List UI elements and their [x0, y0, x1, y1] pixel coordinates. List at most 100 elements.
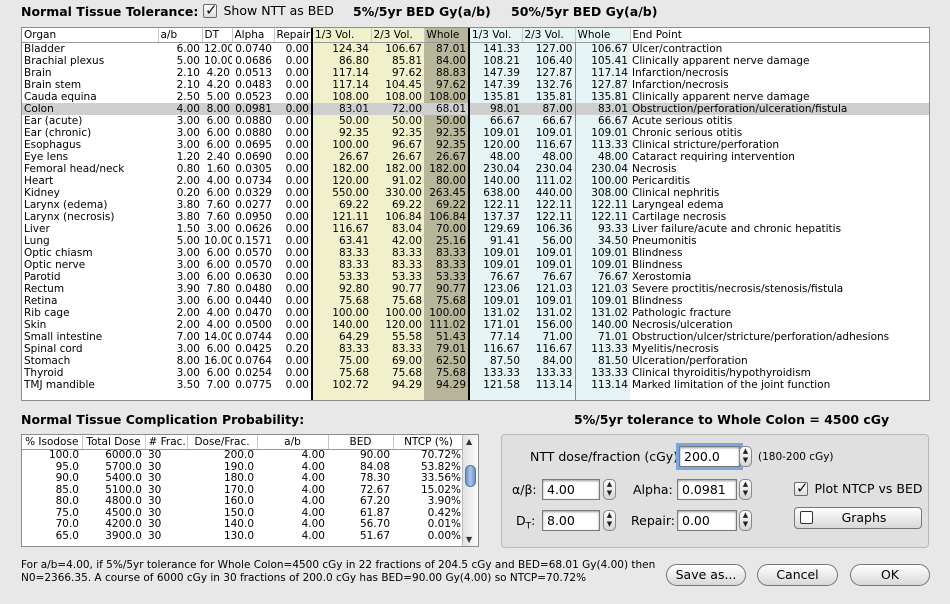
ntcp-column-header[interactable]: # Frac.: [145, 435, 188, 450]
column-header[interactable]: 1/3 Vol.: [311, 28, 372, 43]
column-header[interactable]: 2/3 Vol.: [522, 28, 576, 43]
table-cell: 0.00: [285, 331, 309, 343]
column-header[interactable]: End Point: [630, 28, 929, 43]
ntcp-row[interactable]: 65.0 3900.0 30 130.0 4.00 51.67 0.00%: [22, 531, 464, 543]
table-row[interactable]: Heart 2.00 4.00 0.0734 0.00 120.00 91.02 80.00 1…: [22, 175, 929, 187]
ntcp-scrollbar[interactable]: ▲ ▼: [462, 435, 478, 546]
ntcp-row[interactable]: 70.0 4200.0 30 140.0 4.00 56.70 0.01%: [22, 519, 464, 531]
table-row[interactable]: Lung 5.00 10.00 0.1571 0.00 63.41 42.00 25.16 91…: [22, 235, 929, 247]
ntcp-row[interactable]: 95.0 5700.0 30 190.0 4.00 84.08 53.82%: [22, 462, 464, 474]
table-row[interactable]: Optic chiasm 3.00 6.00 0.0570 0.00 83.33 83.33…: [22, 247, 929, 259]
table-row[interactable]: Femoral head/neck 0.80 1.60 0.0305 0.00 182.0…: [22, 163, 929, 175]
column-header[interactable]: Alpha: [232, 28, 275, 43]
ntcp-column-header[interactable]: NTCP (%): [393, 435, 465, 450]
table-cell: 2.10: [176, 67, 200, 79]
table-row[interactable]: Bladder 6.00 12.00 0.0740 0.00 124.34 106.67 87…: [22, 42, 929, 55]
table-row[interactable]: Spinal cord 3.00 6.00 0.0425 0.20 83.33 83.33 7…: [22, 343, 929, 355]
table-row[interactable]: Small intestine 7.00 14.00 0.0744 0.00 64.29 5…: [22, 331, 929, 343]
table-row[interactable]: Brachial plexus 5.00 10.00 0.0686 0.00 86.80 8…: [22, 55, 929, 67]
ntcp-cell: 100.0: [48, 449, 79, 461]
table-cell: 0.0740: [235, 43, 272, 55]
repair-field[interactable]: 0.00: [677, 510, 737, 531]
scrollbar-thumb[interactable]: [465, 465, 476, 487]
dt-stepper[interactable]: ▲ ▼: [603, 510, 616, 531]
ntt-dose-field[interactable]: 200.0: [676, 443, 743, 470]
table-cell: 14.00: [204, 331, 232, 343]
ntcp-column-header[interactable]: Total Dose: [82, 435, 146, 450]
table-cell: 51.43: [424, 331, 469, 343]
table-cell: 0.00: [285, 295, 309, 307]
dt-field[interactable]: 8.00: [542, 510, 600, 531]
table-cell: 109.01: [468, 295, 522, 307]
ntcp-column-header[interactable]: % Isodose: [22, 435, 83, 450]
table-row[interactable]: Brain 2.10 4.20 0.0513 0.00 117.14 97.62 88.83 1…: [22, 67, 929, 79]
table-cell: 5.00: [176, 55, 200, 67]
table-row[interactable]: Ear (chronic) 3.00 6.00 0.0880 0.00 92.35 92.3…: [22, 127, 929, 139]
alpha-stepper[interactable]: ▲ ▼: [739, 479, 752, 500]
alpha-field[interactable]: 0.0981: [677, 479, 737, 500]
table-row[interactable]: Stomach 8.00 16.00 0.0764 0.00 75.00 69.00 62.5…: [22, 355, 929, 367]
ntcp-cell: 3.90%: [427, 496, 461, 507]
column-header[interactable]: Repair: [274, 28, 313, 43]
table-cell: 0.00: [285, 235, 309, 247]
column-header[interactable]: 2/3 Vol.: [371, 28, 425, 43]
alpha-beta-stepper[interactable]: ▲ ▼: [603, 479, 616, 500]
table-row[interactable]: Thyroid 3.00 6.00 0.0254 0.00 75.68 75.68 75.68…: [22, 367, 929, 379]
ntt-dose-stepper[interactable]: ▲ ▼: [739, 446, 752, 467]
column-header[interactable]: DT: [202, 28, 233, 43]
table-row[interactable]: TMJ mandible 3.50 7.00 0.0775 0.00 102.72 94.2…: [22, 379, 929, 391]
scroll-up-icon[interactable]: ▲: [466, 437, 473, 446]
alpha-beta-field[interactable]: 4.00: [542, 479, 600, 500]
plot-ntcp-checkbox[interactable]: Plot NTCP vs BED: [794, 479, 923, 497]
table-row[interactable]: Esophagus 3.00 6.00 0.0695 0.00 100.00 96.67 92…: [22, 139, 929, 151]
table-cell: 0.00: [285, 319, 309, 331]
table-row[interactable]: Colon 4.00 8.00 0.0981 0.00 83.01 72.00 68.01 98…: [22, 103, 929, 115]
ntcp-table-container[interactable]: % Isodose Total Dose # Frac. Dose/Frac. a/b B…: [21, 434, 479, 547]
ntt-table-container[interactable]: Organ a/b DT Alpha Repair 1/3 Vol. 2/3 Vol. Who…: [21, 27, 930, 401]
table-cell: 34.50: [574, 235, 630, 247]
table-row[interactable]: Rectum 3.90 7.80 0.0480 0.00 92.80 90.77 90.77 1…: [22, 283, 929, 295]
table-row[interactable]: Parotid 3.00 6.00 0.0630 0.00 53.33 53.33 53.33…: [22, 271, 929, 283]
repair-stepper[interactable]: ▲ ▼: [739, 510, 752, 531]
show-ntt-as-bed-checkbox[interactable]: Show NTT as BED: [203, 1, 334, 19]
table-row[interactable]: Skin 2.00 4.00 0.0500 0.00 140.00 120.00 111.02…: [22, 319, 929, 331]
save-as-button[interactable]: Save as...: [666, 564, 746, 586]
graphs-button[interactable]: Graphs: [794, 507, 922, 529]
table-cell: 109.01: [468, 259, 522, 271]
column-header[interactable]: a/b: [158, 28, 203, 43]
scroll-down-icon[interactable]: ▼: [466, 535, 473, 544]
table-cell: Blindness: [632, 295, 683, 307]
column-header[interactable]: Organ: [22, 28, 159, 43]
table-cell: 7.60: [206, 211, 230, 223]
ntcp-row[interactable]: 85.0 5100.0 30 170.0 4.00 72.67 15.02%: [22, 485, 464, 497]
ntcp-column-header[interactable]: BED: [328, 435, 394, 450]
ntcp-cell: 0.42%: [427, 507, 461, 519]
ntcp-row[interactable]: 80.0 4800.0 30 160.0 4.00 67.20 3.90%: [22, 496, 464, 508]
table-cell: 0.00: [274, 103, 312, 115]
ok-button[interactable]: OK: [850, 564, 930, 586]
ntcp-row[interactable]: 100.0 6000.0 30 200.0 4.00 90.00 70.72%: [22, 450, 464, 462]
ntcp-row[interactable]: 90.0 5400.0 30 180.0 4.00 78.30 33.56%: [22, 473, 464, 485]
column-header[interactable]: Whole: [424, 28, 470, 43]
ntcp-column-header[interactable]: Dose/Frac.: [187, 435, 258, 450]
table-cell: 182.00: [371, 163, 424, 175]
table-row[interactable]: Eye lens 1.20 2.40 0.0690 0.00 26.67 26.67 26.6…: [22, 151, 929, 163]
cancel-button[interactable]: Cancel: [757, 564, 838, 586]
table-row[interactable]: Larynx (necrosis) 3.80 7.60 0.0950 0.00 121.1…: [22, 211, 929, 223]
table-cell: 6.00: [206, 259, 230, 271]
column-header[interactable]: 1/3 Vol.: [468, 28, 523, 43]
table-row[interactable]: Larynx (edema) 3.80 7.60 0.0277 0.00 69.22 69.…: [22, 199, 929, 211]
table-row[interactable]: Kidney 0.20 6.00 0.0329 0.00 550.00 330.00 263.…: [22, 187, 929, 199]
table-row[interactable]: Brain stem 2.10 4.20 0.0483 0.00 117.14 104.45…: [22, 79, 929, 91]
table-row[interactable]: Liver 1.50 3.00 0.0626 0.00 116.67 83.04 70.00 1…: [22, 223, 929, 235]
table-row[interactable]: Optic nerve 3.00 6.00 0.0570 0.00 83.33 83.33 8…: [22, 259, 929, 271]
table-row[interactable]: Cauda equina 2.50 5.00 0.0523 0.00 108.00 108.…: [22, 91, 929, 103]
table-row[interactable]: Retina 3.00 6.00 0.0440 0.00 75.68 75.68 75.68 1…: [22, 295, 929, 307]
table-row[interactable]: Rib cage 2.00 4.00 0.0470 0.00 100.00 100.00 10…: [22, 307, 929, 319]
dt-label-subscript: T: [525, 521, 532, 532]
ntcp-row[interactable]: 75.0 4500.0 30 150.0 4.00 61.87 0.42%: [22, 508, 464, 520]
column-header[interactable]: Whole: [574, 28, 631, 43]
ntcp-column-header[interactable]: a/b: [257, 435, 329, 450]
table-row[interactable]: Ear (acute) 3.00 6.00 0.0880 0.00 50.00 50.00 5…: [22, 115, 929, 127]
table-cell: 79.01: [424, 343, 469, 355]
